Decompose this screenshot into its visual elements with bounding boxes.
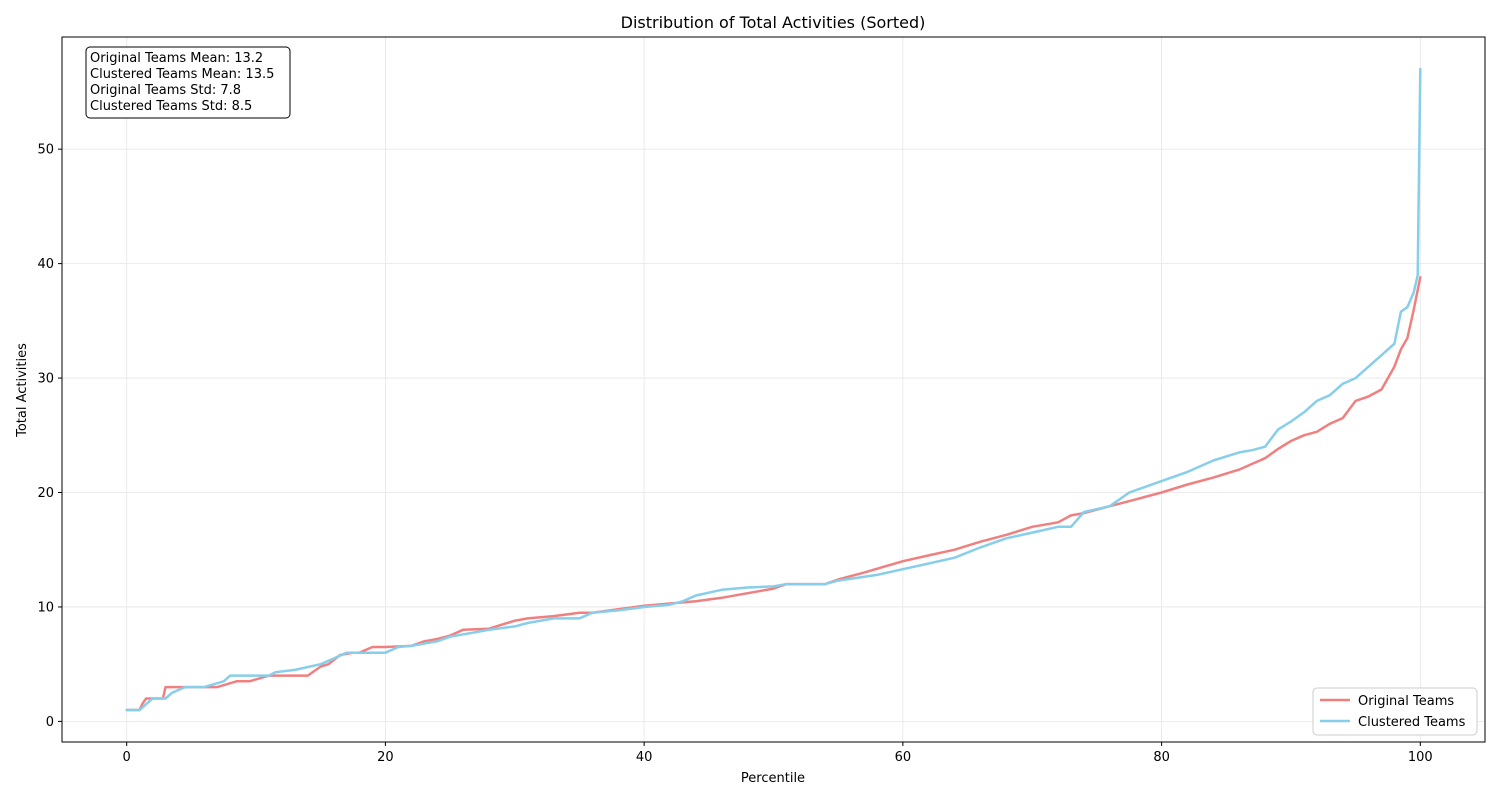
x-tick-label: 0 <box>123 750 131 765</box>
plot-frame <box>61 36 1486 743</box>
x-tick-label: 20 <box>377 750 394 765</box>
series-line-original-teams <box>125 276 1422 712</box>
x-tick-label: 60 <box>895 750 912 765</box>
y-tick-label: 30 <box>37 372 54 387</box>
legend-label-original: Original Teams <box>1358 694 1454 709</box>
y-axis-label: Total Activities <box>15 343 30 438</box>
x-tick-label: 40 <box>636 750 653 765</box>
legend: Original Teams Clustered Teams <box>1312 687 1478 736</box>
legend-box <box>1312 687 1478 736</box>
axis-ticks: 0 20 40 60 80 100 0 10 20 30 40 50 <box>37 143 1432 765</box>
stat-clustered-mean: Clustered Teams Mean: 13.5 <box>90 67 274 82</box>
stat-clustered-std: Clustered Teams Std: 8.5 <box>90 99 252 114</box>
x-tick-label: 100 <box>1408 750 1433 765</box>
chart-title: Distribution of Total Activities (Sorted… <box>621 13 926 32</box>
series-lines <box>125 67 1422 712</box>
y-tick-label: 20 <box>37 486 54 501</box>
y-tick-label: 50 <box>37 143 54 158</box>
series-line-clustered-teams <box>125 67 1422 712</box>
stats-box <box>85 46 291 119</box>
legend-label-clustered: Clustered Teams <box>1358 715 1466 730</box>
stats-annotation: Original Teams Mean: 13.2 Clustered Team… <box>85 46 291 119</box>
x-tick-label: 80 <box>1153 750 1170 765</box>
y-tick-label: 0 <box>46 715 54 730</box>
x-axis-label: Percentile <box>741 771 805 786</box>
y-tick-label: 10 <box>37 600 54 615</box>
stat-original-std: Original Teams Std: 7.8 <box>90 83 241 98</box>
grid-lines <box>62 37 1485 742</box>
stat-original-mean: Original Teams Mean: 13.2 <box>90 51 263 66</box>
y-tick-label: 40 <box>37 257 54 272</box>
